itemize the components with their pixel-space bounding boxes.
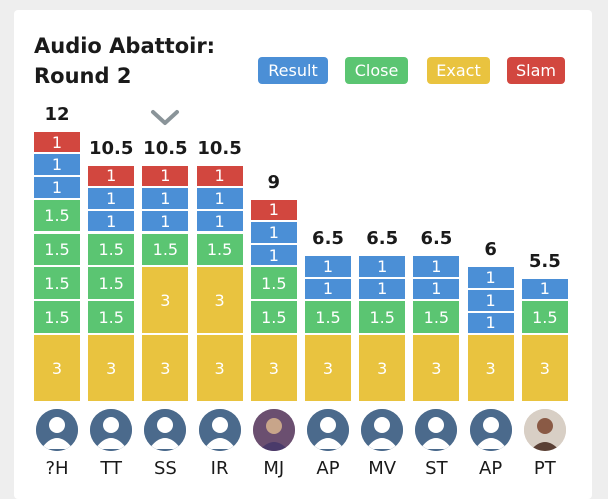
photo-avatar[interactable] xyxy=(523,409,566,451)
player-initials: TT xyxy=(100,458,123,479)
bar-total-label: 6.5 xyxy=(420,228,453,250)
page-title: Audio Abattoir: Round 2 xyxy=(34,31,215,91)
bar-segment-close: 1.5 xyxy=(359,299,406,334)
player-initials: MV xyxy=(368,458,397,479)
bar-total-label: 6.5 xyxy=(366,228,399,250)
bar-segment-close: 1.5 xyxy=(88,299,135,334)
bar-total-label: 10.5 xyxy=(88,137,134,159)
default-avatar-icon[interactable] xyxy=(415,409,458,451)
bar-segment-result: 1 xyxy=(250,242,297,266)
bar-segment-exact: 3 xyxy=(305,333,351,401)
bar-total-label: 10.5 xyxy=(143,137,188,159)
bar-segment-result: 1 xyxy=(196,186,243,209)
bar-segment-exact: 3 xyxy=(359,333,406,401)
bar-segment-slam: 1 xyxy=(196,163,243,187)
bar-segment-slam: 1 xyxy=(250,197,297,221)
bar-segment-close: 1.5 xyxy=(413,299,460,334)
player-initials: SS xyxy=(153,458,177,479)
bar-total-label: 10.5 xyxy=(197,137,242,159)
bar-segment-close: 1.5 xyxy=(142,231,189,266)
legend-slam-button[interactable]: Slam xyxy=(507,57,565,84)
bar-segment-result: 1 xyxy=(467,265,514,288)
player-initials: IR xyxy=(210,458,229,479)
bar-segment-close: 1.5 xyxy=(196,231,243,266)
bar-segment-result: 1 xyxy=(413,276,460,300)
default-avatar-icon[interactable] xyxy=(144,409,187,451)
title-line-1: Audio Abattoir: xyxy=(34,34,216,58)
bar-segment-result: 1 xyxy=(88,208,135,232)
bar-segment-slam: 1 xyxy=(142,163,189,187)
bar-segment-close: 1.5 xyxy=(34,299,80,334)
bar-segment-result: 1 xyxy=(34,152,80,175)
bar-total-label: 6.5 xyxy=(312,228,344,250)
player-initials: MJ xyxy=(263,458,285,479)
bar-segment-result: 1 xyxy=(305,254,351,277)
bar-segment-exact: 3 xyxy=(196,265,243,334)
bar-segment-result: 1 xyxy=(142,208,189,232)
player-initials: ST xyxy=(425,458,448,479)
bar-segment-exact: 3 xyxy=(521,333,568,401)
bar-segment-close: 1.5 xyxy=(521,299,568,334)
bar-segment-slam: 1 xyxy=(88,163,135,187)
legend-close-button[interactable]: Close xyxy=(345,57,408,84)
bar-segment-exact: 3 xyxy=(88,333,135,401)
bar-segment-close: 1.5 xyxy=(305,299,351,334)
bar-segment-result: 1 xyxy=(250,220,297,243)
bar-segment-result: 1 xyxy=(413,254,460,277)
default-avatar-icon[interactable] xyxy=(36,409,78,451)
bar-segment-slam: 1 xyxy=(34,129,80,153)
bar-segment-close: 1.5 xyxy=(250,299,297,334)
bar-segment-result: 1 xyxy=(521,276,568,300)
photo-avatar[interactable] xyxy=(252,409,295,451)
bar-segment-result: 1 xyxy=(142,186,189,209)
bar-total-label: 9 xyxy=(267,171,281,193)
bar-segment-result: 1 xyxy=(359,254,406,277)
default-avatar-icon[interactable] xyxy=(90,409,133,451)
player-initials: ?H xyxy=(45,458,69,479)
bar-segment-close: 1.5 xyxy=(34,197,80,232)
bar-segment-close: 1.5 xyxy=(34,265,80,300)
bar-segment-result: 1 xyxy=(88,186,135,209)
title-line-2: Round 2 xyxy=(34,64,132,88)
bar-segment-exact: 3 xyxy=(196,333,243,401)
default-avatar-icon[interactable] xyxy=(307,409,349,451)
bar-segment-exact: 3 xyxy=(413,333,460,401)
bar-segment-result: 1 xyxy=(359,276,406,300)
player-initials: AP xyxy=(316,458,340,479)
bar-total-label: 6 xyxy=(484,239,497,261)
chevron-down-icon xyxy=(151,109,180,125)
bar-total-label: 12 xyxy=(44,103,70,125)
bar-segment-exact: 3 xyxy=(250,333,297,401)
default-avatar-icon[interactable] xyxy=(198,409,241,451)
bar-segment-close: 1.5 xyxy=(34,231,80,266)
legend-exact-button[interactable]: Exact xyxy=(427,57,490,84)
bar-segment-exact: 3 xyxy=(142,333,189,401)
bar-segment-exact: 3 xyxy=(467,333,514,401)
bar-segment-close: 1.5 xyxy=(250,265,297,300)
bar-segment-exact: 3 xyxy=(142,265,189,334)
bar-segment-close: 1.5 xyxy=(88,265,135,300)
bar-segment-result: 1 xyxy=(305,276,351,300)
bar-segment-result: 1 xyxy=(196,208,243,232)
bar-total-label: 5.5 xyxy=(528,250,561,272)
bar-segment-result: 1 xyxy=(467,310,514,334)
player-initials: PT xyxy=(533,458,556,479)
default-avatar-icon[interactable] xyxy=(361,409,404,451)
bar-segment-result: 1 xyxy=(34,175,80,198)
bar-segment-result: 1 xyxy=(467,288,514,311)
bar-segment-close: 1.5 xyxy=(88,231,135,266)
player-initials: AP xyxy=(479,458,503,479)
default-avatar-icon[interactable] xyxy=(469,409,512,451)
bar-segment-exact: 3 xyxy=(34,333,80,401)
legend-result-button[interactable]: Result xyxy=(258,57,328,84)
